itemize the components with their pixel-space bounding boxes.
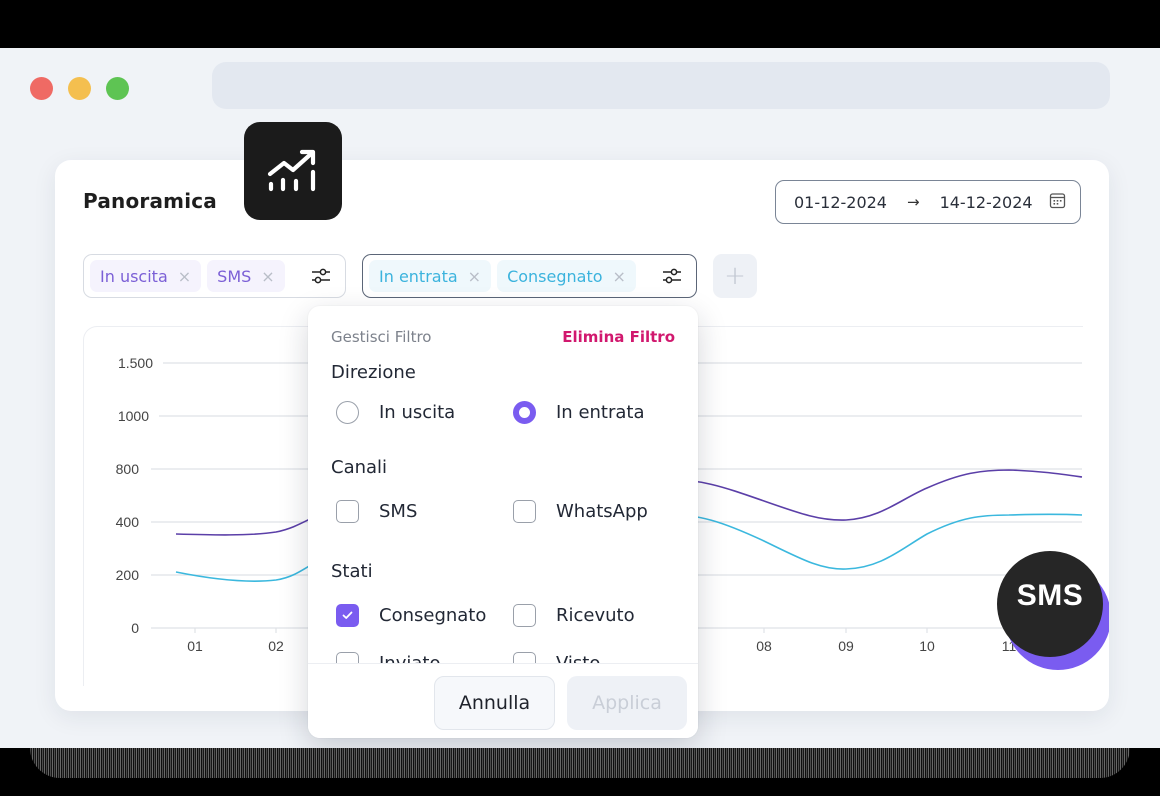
close-window-button[interactable] [30, 77, 53, 100]
trending-up-chart-icon [244, 122, 342, 220]
check-icon [342, 611, 353, 619]
radio-in-entrata[interactable]: In entrata [513, 401, 645, 424]
add-filter-button[interactable]: + [713, 254, 757, 298]
page-title: Panoramica [83, 189, 218, 213]
date-range-picker[interactable]: 01-12-2024 → 14-12-2024 [775, 180, 1081, 224]
close-icon[interactable]: × [261, 266, 275, 286]
option-label: WhatsApp [556, 501, 648, 522]
x-tick-02: 02 [268, 638, 284, 654]
checkbox-sms[interactable]: SMS [336, 500, 417, 523]
radio-in-uscita[interactable]: In uscita [336, 401, 455, 424]
address-bar[interactable] [212, 62, 1110, 109]
option-label: Inviato [379, 653, 441, 664]
x-tick-09: 09 [838, 638, 854, 654]
x-tick-10: 10 [919, 638, 935, 654]
dropdown-title: Gestisci Filtro [331, 328, 432, 346]
series-cyan-line [175, 512, 1083, 582]
checkbox[interactable] [513, 604, 536, 627]
radio-button[interactable] [336, 401, 359, 424]
arrow-right-icon: → [906, 193, 920, 211]
checkbox[interactable] [513, 652, 536, 664]
manage-filter-dropdown: Gestisci Filtro Elimina Filtro Direzione… [308, 306, 698, 738]
option-label: Consegnato [379, 605, 487, 626]
checkbox-consegnato[interactable]: Consegnato [336, 604, 486, 627]
apply-button[interactable]: Applica [567, 676, 687, 730]
date-end: 14-12-2024 [939, 192, 1033, 212]
option-label: In entrata [556, 402, 645, 423]
sms-badge-label: SMS [1016, 579, 1084, 612]
y-tick-200: 200 [116, 567, 140, 583]
filter-chip-in-uscita[interactable]: In uscita × [90, 260, 202, 292]
close-icon[interactable]: × [177, 266, 192, 286]
sms-channel-badge: SMS [997, 551, 1111, 671]
filter-chip-sms[interactable]: SMS × [207, 260, 285, 292]
checkbox-checked[interactable] [336, 604, 359, 627]
radio-button-selected[interactable] [513, 401, 536, 424]
delete-filter-link[interactable]: Elimina Filtro [562, 328, 675, 346]
option-label: Ricevuto [556, 605, 635, 626]
calendar-icon[interactable] [1049, 192, 1066, 213]
close-icon[interactable]: × [612, 266, 626, 286]
y-tick-0: 0 [131, 620, 139, 636]
dropdown-footer: Annulla Applica [308, 663, 698, 738]
option-label: SMS [379, 501, 418, 522]
filter-group-outgoing-sms[interactable]: In uscita × SMS × [83, 254, 346, 298]
chip-label: SMS [217, 266, 252, 286]
x-tick-08: 08 [756, 638, 772, 654]
x-tick-01: 01 [187, 638, 203, 654]
checkbox-ricevuto[interactable]: Ricevuto [513, 604, 635, 627]
y-tick-800: 800 [116, 461, 140, 477]
y-tick-1500: 1.500 [118, 355, 153, 371]
option-label: In uscita [379, 402, 456, 423]
filter-chip-consegnato[interactable]: Consegnato × [497, 260, 636, 292]
top-black-band [0, 0, 1160, 48]
option-label: Visto [556, 653, 601, 664]
y-tick-400: 400 [116, 514, 140, 530]
section-channels-label: Canali [331, 457, 388, 478]
sliders-icon[interactable] [662, 267, 682, 285]
date-start: 01-12-2024 [794, 192, 887, 212]
filter-group-incoming-delivered[interactable]: In entrata × Consegnato × [362, 254, 697, 298]
chip-label: In entrata [379, 266, 458, 286]
close-icon[interactable]: × [467, 266, 482, 286]
chip-label: In uscita [100, 266, 168, 286]
y-tick-1000: 1000 [118, 408, 149, 424]
section-direction-label: Direzione [331, 362, 416, 383]
maximize-window-button[interactable] [106, 77, 129, 100]
scroll-clipped-area[interactable]: Inviato Visto [308, 650, 698, 664]
checkbox-visto[interactable]: Visto [513, 652, 600, 664]
filter-chip-in-entrata[interactable]: In entrata × [369, 260, 492, 292]
section-states-label: Stati [331, 561, 373, 582]
checkbox[interactable] [336, 652, 359, 664]
cancel-button[interactable]: Annulla [434, 676, 555, 730]
sliders-icon[interactable] [311, 267, 331, 285]
checkbox[interactable] [336, 500, 359, 523]
bottom-shadow-artifact [30, 748, 1130, 778]
checkbox[interactable] [513, 500, 536, 523]
minimize-window-button[interactable] [68, 77, 91, 100]
checkbox-inviato[interactable]: Inviato [336, 652, 440, 664]
checkbox-whatsapp[interactable]: WhatsApp [513, 500, 648, 523]
chip-label: Consegnato [507, 266, 603, 286]
series-purple-line [175, 469, 1083, 536]
